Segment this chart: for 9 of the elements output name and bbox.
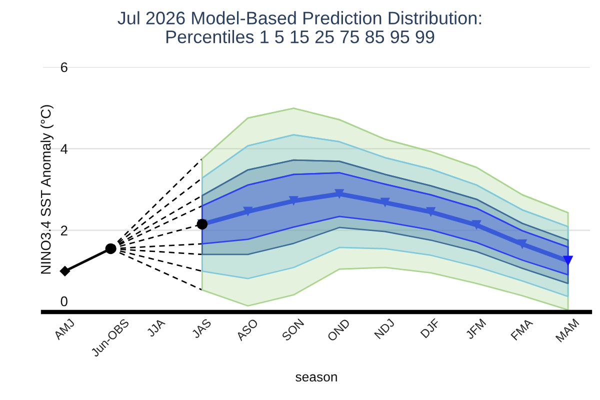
y-axis-title: NINO3.4 SST Anomaly (°C) bbox=[40, 105, 54, 274]
y-tick-label: 0 bbox=[60, 296, 68, 306]
x-tick-label: JJA bbox=[146, 318, 166, 338]
x-tick-label: JAS bbox=[190, 318, 212, 339]
y-tick-label: 2 bbox=[60, 226, 68, 236]
y-tick-label: 4 bbox=[60, 144, 68, 154]
x-axis-title: season bbox=[296, 374, 337, 382]
y-tick-label: 6 bbox=[60, 62, 68, 72]
chart-title: Jul 2026 Model-Based Prediction Distribution: Percentiles 1 5 15 25 75 85 95 99 bbox=[118, 11, 482, 44]
